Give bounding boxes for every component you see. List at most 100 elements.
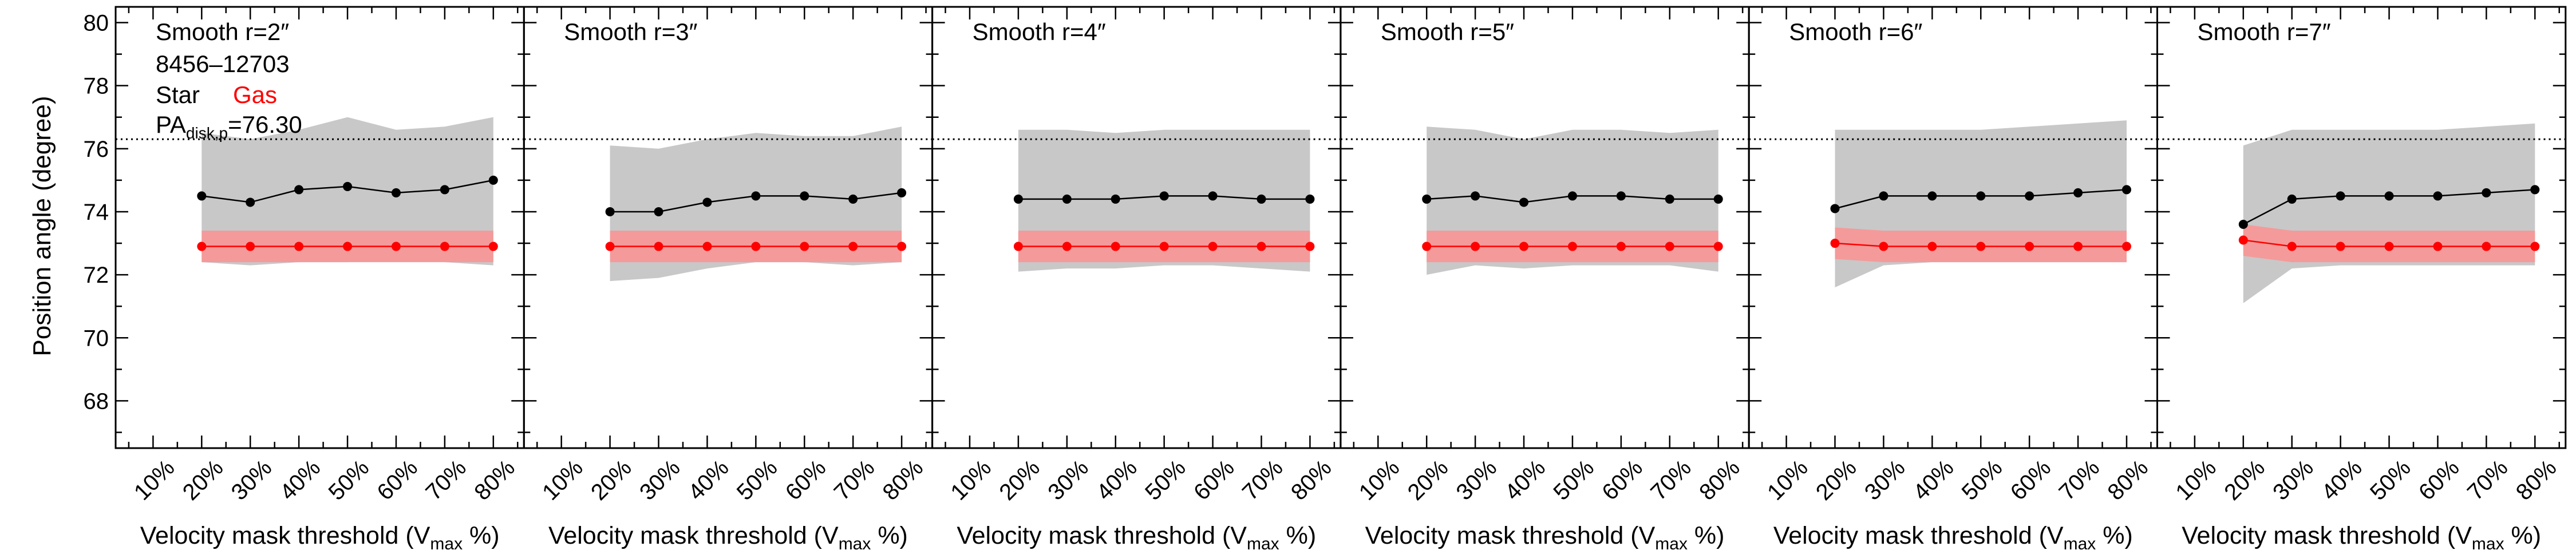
- star-data-point: [1062, 194, 1072, 204]
- star-uncertainty-band: [202, 117, 493, 266]
- x-tick-label: 30%: [227, 455, 277, 505]
- star-data-point: [1159, 191, 1169, 201]
- star-data-point: [2433, 191, 2443, 201]
- y-tick-label: 76: [84, 137, 109, 162]
- star-data-point: [2238, 219, 2248, 229]
- star-data-point: [488, 175, 498, 185]
- x-tick-label: 30%: [2268, 455, 2318, 505]
- star-uncertainty-band: [2243, 123, 2535, 303]
- x-tick-label: 30%: [635, 455, 685, 505]
- x-tick-label: 40%: [683, 455, 734, 505]
- star-data-point: [1879, 191, 1888, 201]
- x-tick-label: 40%: [2317, 455, 2367, 505]
- gas-data-point: [751, 242, 761, 251]
- star-data-point: [1616, 191, 1626, 201]
- gas-data-point: [2336, 242, 2345, 251]
- gas-data-point: [294, 242, 304, 251]
- chart-panel-6: 10%20%30%40%50%60%70%80% Smooth r=7″ Veloc…: [2156, 6, 2567, 553]
- x-axis-label: Velocity mask threshold (Vmax %): [548, 522, 908, 553]
- x-tick-label: 70%: [2055, 455, 2105, 505]
- x-tick-label: 10%: [1763, 455, 1813, 505]
- y-tick-label: 70: [84, 326, 109, 351]
- star-data-point: [343, 181, 353, 191]
- x-tick-label: 60%: [372, 455, 422, 505]
- star-data-point: [1422, 194, 1432, 204]
- star-data-point: [1519, 197, 1529, 207]
- gas-data-point: [1927, 242, 1937, 251]
- x-tick-label: 50%: [1957, 455, 2008, 505]
- x-tick-label: 10%: [1354, 455, 1405, 505]
- star-data-point: [800, 191, 809, 201]
- gas-data-point: [1422, 242, 1432, 251]
- star-data-point: [1927, 191, 1937, 201]
- y-tick-label: 78: [84, 74, 109, 99]
- star-data-point: [246, 197, 255, 207]
- chart-panel-5: 10%20%30%40%50%60%70%80% Smooth r=6″ Veloc…: [1748, 6, 2158, 553]
- x-tick-label: 50%: [2365, 455, 2416, 505]
- star-data-point: [605, 207, 615, 216]
- star-data-point: [2122, 185, 2132, 195]
- x-tick-label: 40%: [1909, 455, 1959, 505]
- star-data-point: [1665, 194, 1674, 204]
- star-data-point: [1208, 191, 1218, 201]
- star-data-point: [391, 188, 401, 197]
- gas-data-point: [2238, 235, 2248, 245]
- gas-data-point: [1713, 242, 1723, 251]
- x-tick-label: 10%: [129, 455, 180, 505]
- x-tick-label: 20%: [1403, 455, 1453, 505]
- gas-data-point: [2433, 242, 2443, 251]
- panel-title: Smooth r=4″: [973, 18, 1106, 45]
- gas-data-point: [488, 242, 498, 251]
- legend-gas-label: Gas: [233, 81, 277, 108]
- gas-data-point: [246, 242, 255, 251]
- star-data-point: [1976, 191, 1986, 201]
- gas-data-point: [1879, 242, 1888, 251]
- star-data-point: [1830, 204, 1840, 213]
- chart-panel-3: 10%20%30%40%50%60%70%80% Smooth r=4″ Veloc…: [931, 6, 1342, 553]
- star-data-point: [197, 191, 207, 201]
- x-axis-label: Velocity mask threshold (Vmax %): [957, 522, 1316, 553]
- x-tick-label: 50%: [732, 455, 783, 505]
- x-tick-label: 80%: [469, 455, 520, 505]
- x-tick-label: 30%: [1452, 455, 1502, 505]
- y-tick-label: 80: [84, 11, 109, 36]
- gas-data-point: [1305, 242, 1315, 251]
- legend-star-label: Star: [156, 81, 200, 108]
- x-tick-label: 70%: [1238, 455, 1288, 505]
- y-tick-label: 74: [84, 200, 109, 225]
- gas-data-point: [848, 242, 858, 251]
- star-data-point: [2384, 191, 2394, 201]
- pa-disk-label: PAdisk,p=76.30: [156, 111, 302, 142]
- y-tick-label: 72: [84, 263, 109, 288]
- x-axis-label: Velocity mask threshold (Vmax %): [1773, 522, 2133, 553]
- x-tick-label: 70%: [1646, 455, 1696, 505]
- gas-data-point: [1830, 239, 1840, 248]
- star-data-point: [1567, 191, 1577, 201]
- x-tick-label: 30%: [1043, 455, 1093, 505]
- gas-data-point: [343, 242, 353, 251]
- x-tick-label: 70%: [2463, 455, 2513, 505]
- gas-data-point: [2287, 242, 2297, 251]
- x-tick-label: 60%: [1597, 455, 1647, 505]
- star-data-point: [1305, 194, 1315, 204]
- panel-title: Smooth r=2″: [156, 18, 289, 45]
- star-data-point: [2482, 188, 2491, 197]
- plot-frame: [2156, 6, 2567, 449]
- x-tick-label: 80%: [878, 455, 929, 505]
- star-data-point: [2025, 191, 2034, 201]
- x-axis-label: Velocity mask threshold (Vmax %): [1365, 522, 1725, 553]
- gas-data-point: [2482, 242, 2491, 251]
- star-data-point: [294, 185, 304, 195]
- x-tick-label: 40%: [1500, 455, 1550, 505]
- x-tick-label: 60%: [781, 455, 831, 505]
- gas-data-point: [2122, 242, 2132, 251]
- chart-panel-4: 10%20%30%40%50%60%70%80% Smooth r=5″ Veloc…: [1340, 6, 1750, 553]
- gas-data-point: [1519, 242, 1529, 251]
- gas-data-point: [800, 242, 809, 251]
- panel-title: Smooth r=5″: [1381, 18, 1514, 45]
- gas-data-point: [702, 242, 712, 251]
- gas-data-point: [1013, 242, 1023, 251]
- galaxy-id-label: 8456–12703: [156, 50, 290, 77]
- chart-panel-1: 68 70 72 74 76 78 80 10%20%30%40%50%60%70%80% Sm…: [84, 6, 525, 553]
